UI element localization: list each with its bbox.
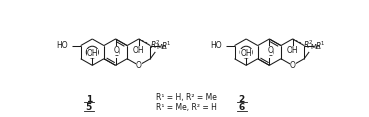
Text: R¹ = H, R² = Me: R¹ = H, R² = Me <box>156 93 217 102</box>
Text: Me: Me <box>310 44 320 50</box>
Text: O: O <box>136 61 142 70</box>
Text: HO: HO <box>57 41 68 50</box>
Text: Me: Me <box>156 44 166 50</box>
Text: R¹ = Me, R² = H: R¹ = Me, R² = H <box>156 103 217 112</box>
Text: $R^1$: $R^1$ <box>161 39 172 52</box>
Text: $R^2$: $R^2$ <box>150 39 161 51</box>
Text: 1: 1 <box>86 95 92 104</box>
Text: 6: 6 <box>238 103 245 112</box>
Text: O: O <box>268 46 273 55</box>
Text: 5: 5 <box>86 103 92 112</box>
Text: HO: HO <box>211 41 222 50</box>
Text: OH: OH <box>133 46 145 55</box>
Text: $R^2$: $R^2$ <box>303 39 314 51</box>
Text: O: O <box>114 46 120 55</box>
Text: 2: 2 <box>238 95 245 104</box>
Text: OH: OH <box>287 46 299 55</box>
Text: OH: OH <box>86 49 98 58</box>
Text: OH: OH <box>240 49 252 58</box>
Text: O: O <box>114 49 120 58</box>
Text: $R^1$: $R^1$ <box>315 39 326 52</box>
Text: O: O <box>290 61 296 70</box>
Text: O: O <box>268 49 273 58</box>
